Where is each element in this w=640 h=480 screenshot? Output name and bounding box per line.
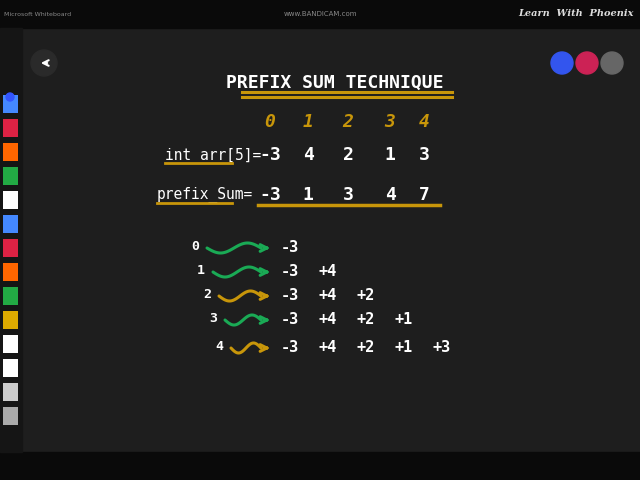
Text: 1: 1 — [303, 186, 314, 204]
Bar — [3, 167, 18, 185]
Bar — [3, 143, 18, 161]
Text: 0: 0 — [191, 240, 199, 252]
Text: 4: 4 — [419, 113, 429, 131]
Text: 2: 2 — [342, 146, 353, 164]
Text: +2: +2 — [357, 288, 375, 303]
Text: +1: +1 — [395, 312, 413, 327]
Text: +2: +2 — [357, 312, 375, 327]
Bar — [3, 263, 18, 281]
Text: 4: 4 — [303, 146, 314, 164]
Circle shape — [31, 50, 57, 76]
Text: www.BANDICAM.com: www.BANDICAM.com — [284, 11, 356, 17]
Text: Microsoft Whiteboard: Microsoft Whiteboard — [4, 12, 71, 16]
Text: +4: +4 — [319, 340, 337, 356]
Bar — [3, 383, 18, 401]
Text: 4: 4 — [215, 339, 223, 352]
Text: +4: +4 — [319, 264, 337, 279]
Text: prefix_Sum=: prefix_Sum= — [157, 187, 253, 203]
Bar — [3, 191, 18, 209]
Bar — [3, 287, 18, 305]
Bar — [3, 359, 18, 377]
Circle shape — [576, 52, 598, 74]
Text: -3: -3 — [281, 340, 299, 356]
Bar — [0, 0, 640, 28]
Circle shape — [551, 52, 573, 74]
Text: 1: 1 — [385, 146, 396, 164]
Text: 0: 0 — [264, 113, 275, 131]
Text: -3: -3 — [281, 312, 299, 327]
Bar — [3, 335, 18, 353]
Bar — [3, 407, 18, 425]
Bar — [3, 95, 18, 113]
Text: +2: +2 — [357, 340, 375, 356]
Text: 7: 7 — [419, 186, 429, 204]
Text: 2: 2 — [342, 113, 353, 131]
Text: +1: +1 — [395, 340, 413, 356]
Circle shape — [6, 93, 14, 101]
Text: +3: +3 — [433, 340, 451, 356]
Bar — [3, 215, 18, 233]
Text: -3: -3 — [259, 146, 281, 164]
Text: PREFIX SUM TECHNIQUE: PREFIX SUM TECHNIQUE — [227, 74, 444, 92]
Text: Learn  With  Phoenix: Learn With Phoenix — [518, 10, 634, 19]
Text: -3: -3 — [281, 264, 299, 279]
Text: 3: 3 — [342, 186, 353, 204]
Text: 3: 3 — [209, 312, 217, 324]
Bar — [0, 28, 22, 452]
Text: -3: -3 — [281, 240, 299, 255]
Text: 4: 4 — [385, 186, 396, 204]
Text: 3: 3 — [419, 146, 429, 164]
Text: 2: 2 — [203, 288, 211, 300]
Text: -3: -3 — [281, 288, 299, 303]
Text: 1: 1 — [303, 113, 314, 131]
Text: +4: +4 — [319, 312, 337, 327]
Circle shape — [601, 52, 623, 74]
Bar — [3, 239, 18, 257]
Bar — [22, 28, 640, 452]
Bar — [0, 452, 640, 480]
Bar — [3, 311, 18, 329]
Bar — [3, 119, 18, 137]
Text: -3: -3 — [259, 186, 281, 204]
Text: 1: 1 — [197, 264, 205, 276]
Text: int arr[5]=: int arr[5]= — [165, 147, 261, 163]
Text: 3: 3 — [385, 113, 396, 131]
Text: +4: +4 — [319, 288, 337, 303]
